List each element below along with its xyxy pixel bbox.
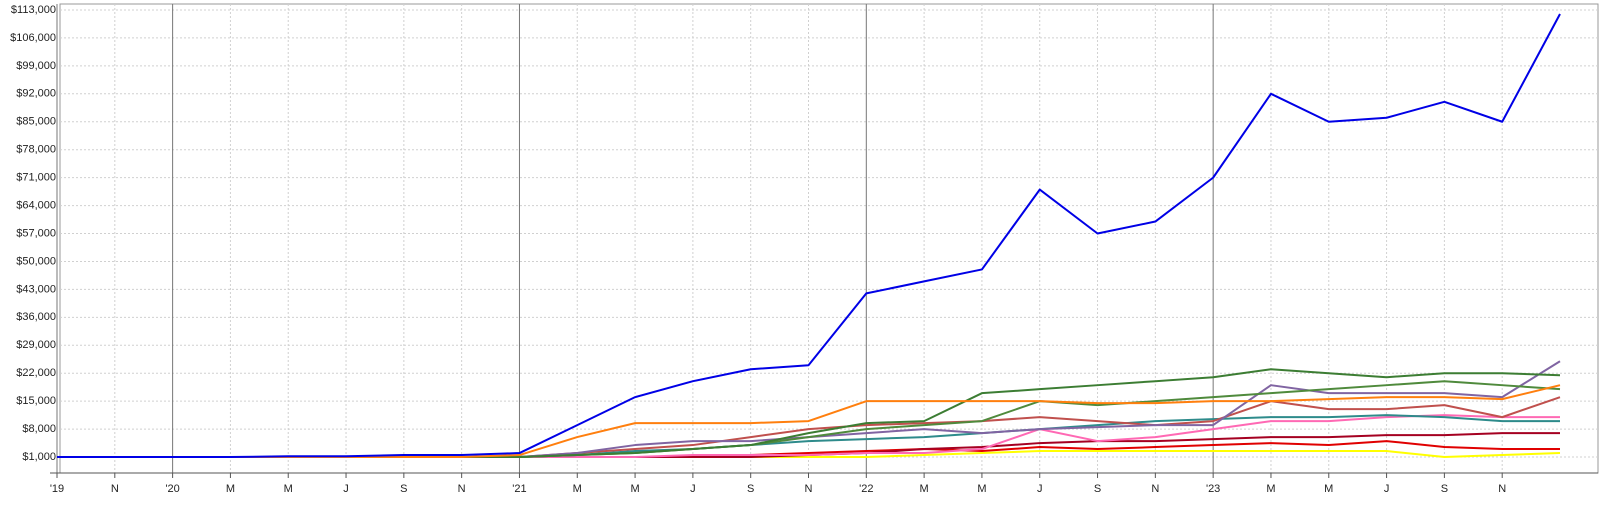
y-tick-label: $64,000 — [16, 199, 56, 211]
x-tick-label: M — [284, 483, 293, 495]
x-tick-label: M — [573, 483, 582, 495]
x-tick-label: M — [630, 483, 639, 495]
x-tick-label: '23 — [1206, 483, 1220, 495]
y-tick-label: $92,000 — [16, 88, 56, 100]
y-tick-label: $71,000 — [16, 172, 56, 184]
x-tick-label: J — [1037, 483, 1043, 495]
x-tick-label: J — [343, 483, 349, 495]
x-tick-label: '21 — [512, 483, 526, 495]
x-tick-label: M — [1324, 483, 1333, 495]
y-tick-label: $15,000 — [16, 395, 56, 407]
series-line — [57, 13, 1561, 459]
y-tick-label: $57,000 — [16, 227, 56, 239]
y-tick-label: $50,000 — [16, 255, 56, 267]
x-tick-label: N — [458, 483, 466, 495]
x-tick-label: '22 — [859, 483, 873, 495]
y-tick-label: $22,000 — [16, 367, 56, 379]
y-tick-label: $8,000 — [22, 423, 56, 435]
plot-area — [59, 3, 1599, 474]
y-tick-label: $113,000 — [11, 4, 56, 16]
x-tick-label: M — [1266, 483, 1275, 495]
x-tick-label: N — [111, 483, 119, 495]
y-tick-label: $1,000 — [22, 451, 56, 463]
x-tick-label: J — [1384, 483, 1390, 495]
y-tick-label: $85,000 — [16, 116, 56, 128]
x-tick-label: '19 — [50, 483, 64, 495]
x-tick-label: M — [226, 483, 235, 495]
x-tick-label: M — [977, 483, 986, 495]
y-tick-label: $99,000 — [16, 60, 56, 72]
x-tick-label: N — [805, 483, 813, 495]
x-tick-label: N — [1498, 483, 1506, 495]
y-tick-label: $106,000 — [10, 32, 56, 44]
y-tick-label: $78,000 — [16, 144, 56, 156]
y-tick-label: $43,000 — [16, 283, 56, 295]
x-tick-label: N — [1151, 483, 1159, 495]
x-tick-label: M — [920, 483, 929, 495]
x-tick-label: S — [1441, 483, 1448, 495]
x-tick-label: S — [400, 483, 407, 495]
y-tick-label: $29,000 — [16, 339, 56, 351]
x-tick-label: J — [690, 483, 696, 495]
y-tick-label: $36,000 — [16, 311, 56, 323]
x-tick-label: S — [747, 483, 754, 495]
x-tick-label: '20 — [165, 483, 179, 495]
x-tick-label: S — [1094, 483, 1101, 495]
